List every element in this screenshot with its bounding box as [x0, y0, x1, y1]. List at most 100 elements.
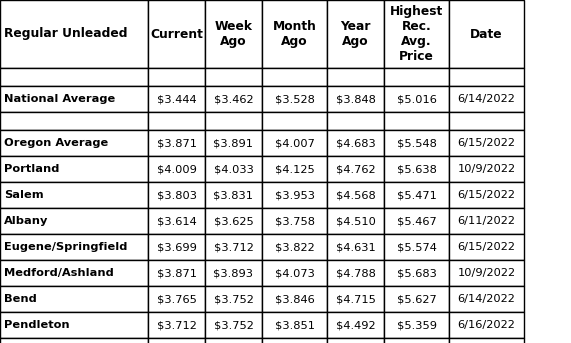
Text: 6/14/2022: 6/14/2022: [457, 94, 516, 104]
Text: Highest
Rec.
Avg.
Price: Highest Rec. Avg. Price: [390, 5, 443, 63]
Text: $3.758: $3.758: [275, 216, 315, 226]
Bar: [205, 338, 262, 343]
Bar: [327, 234, 384, 260]
Bar: [148, 182, 205, 208]
Bar: [205, 112, 262, 130]
Text: $3.871: $3.871: [156, 138, 196, 148]
Text: $3.528: $3.528: [275, 94, 315, 104]
Text: Pendleton: Pendleton: [4, 320, 70, 330]
Text: Albany: Albany: [4, 216, 49, 226]
Bar: [262, 86, 327, 112]
Text: $4.631: $4.631: [336, 242, 375, 252]
Bar: [327, 260, 384, 286]
Bar: [262, 208, 327, 234]
Bar: [384, 260, 449, 286]
Text: $5.467: $5.467: [397, 216, 436, 226]
Bar: [327, 112, 384, 130]
Bar: [0, 338, 148, 343]
Text: 6/14/2022: 6/14/2022: [457, 294, 516, 304]
Bar: [0, 0, 148, 68]
Text: $3.851: $3.851: [275, 320, 315, 330]
Text: $5.471: $5.471: [397, 190, 436, 200]
Text: $3.752: $3.752: [214, 294, 254, 304]
Text: $3.614: $3.614: [156, 216, 196, 226]
Bar: [0, 112, 148, 130]
Text: $4.492: $4.492: [336, 320, 375, 330]
Bar: [384, 86, 449, 112]
Bar: [205, 68, 262, 86]
Text: Regular Unleaded: Regular Unleaded: [4, 27, 127, 40]
Text: Medford/Ashland: Medford/Ashland: [4, 268, 114, 278]
Bar: [384, 182, 449, 208]
Text: $5.016: $5.016: [397, 94, 436, 104]
Text: $4.715: $4.715: [336, 294, 376, 304]
Text: $4.033: $4.033: [214, 164, 254, 174]
Bar: [262, 0, 327, 68]
Bar: [148, 338, 205, 343]
Bar: [449, 0, 524, 68]
Bar: [148, 286, 205, 312]
Bar: [148, 0, 205, 68]
Text: $5.638: $5.638: [397, 164, 436, 174]
Bar: [205, 208, 262, 234]
Bar: [205, 156, 262, 182]
Bar: [262, 68, 327, 86]
Bar: [0, 208, 148, 234]
Bar: [148, 312, 205, 338]
Bar: [327, 68, 384, 86]
Bar: [449, 112, 524, 130]
Bar: [449, 208, 524, 234]
Text: $4.510: $4.510: [336, 216, 376, 226]
Bar: [205, 260, 262, 286]
Bar: [327, 312, 384, 338]
Bar: [205, 0, 262, 68]
Bar: [148, 156, 205, 182]
Bar: [0, 260, 148, 286]
Text: Year
Ago: Year Ago: [340, 20, 371, 48]
Bar: [384, 0, 449, 68]
Bar: [148, 234, 205, 260]
Bar: [148, 86, 205, 112]
Bar: [0, 130, 148, 156]
Bar: [327, 0, 384, 68]
Bar: [0, 312, 148, 338]
Text: $4.073: $4.073: [275, 268, 315, 278]
Bar: [384, 68, 449, 86]
Text: $5.359: $5.359: [396, 320, 436, 330]
Bar: [205, 312, 262, 338]
Bar: [384, 208, 449, 234]
Bar: [262, 338, 327, 343]
Bar: [449, 234, 524, 260]
Text: Oregon Average: Oregon Average: [4, 138, 108, 148]
Bar: [262, 312, 327, 338]
Text: $3.893: $3.893: [214, 268, 254, 278]
Bar: [148, 260, 205, 286]
Bar: [449, 286, 524, 312]
Text: $4.125: $4.125: [275, 164, 315, 174]
Text: $5.683: $5.683: [397, 268, 436, 278]
Bar: [148, 208, 205, 234]
Bar: [205, 182, 262, 208]
Bar: [262, 130, 327, 156]
Bar: [262, 182, 327, 208]
Text: $3.891: $3.891: [214, 138, 254, 148]
Text: 6/16/2022: 6/16/2022: [457, 320, 516, 330]
Bar: [327, 286, 384, 312]
Bar: [384, 234, 449, 260]
Text: $3.831: $3.831: [214, 190, 254, 200]
Text: $3.846: $3.846: [275, 294, 315, 304]
Bar: [449, 260, 524, 286]
Bar: [262, 234, 327, 260]
Text: $3.625: $3.625: [214, 216, 254, 226]
Bar: [262, 260, 327, 286]
Text: $4.009: $4.009: [156, 164, 196, 174]
Bar: [449, 338, 524, 343]
Text: Bend: Bend: [4, 294, 37, 304]
Bar: [384, 312, 449, 338]
Text: $3.462: $3.462: [214, 94, 254, 104]
Bar: [0, 156, 148, 182]
Text: $3.953: $3.953: [275, 190, 315, 200]
Bar: [148, 112, 205, 130]
Bar: [148, 130, 205, 156]
Text: $3.803: $3.803: [156, 190, 196, 200]
